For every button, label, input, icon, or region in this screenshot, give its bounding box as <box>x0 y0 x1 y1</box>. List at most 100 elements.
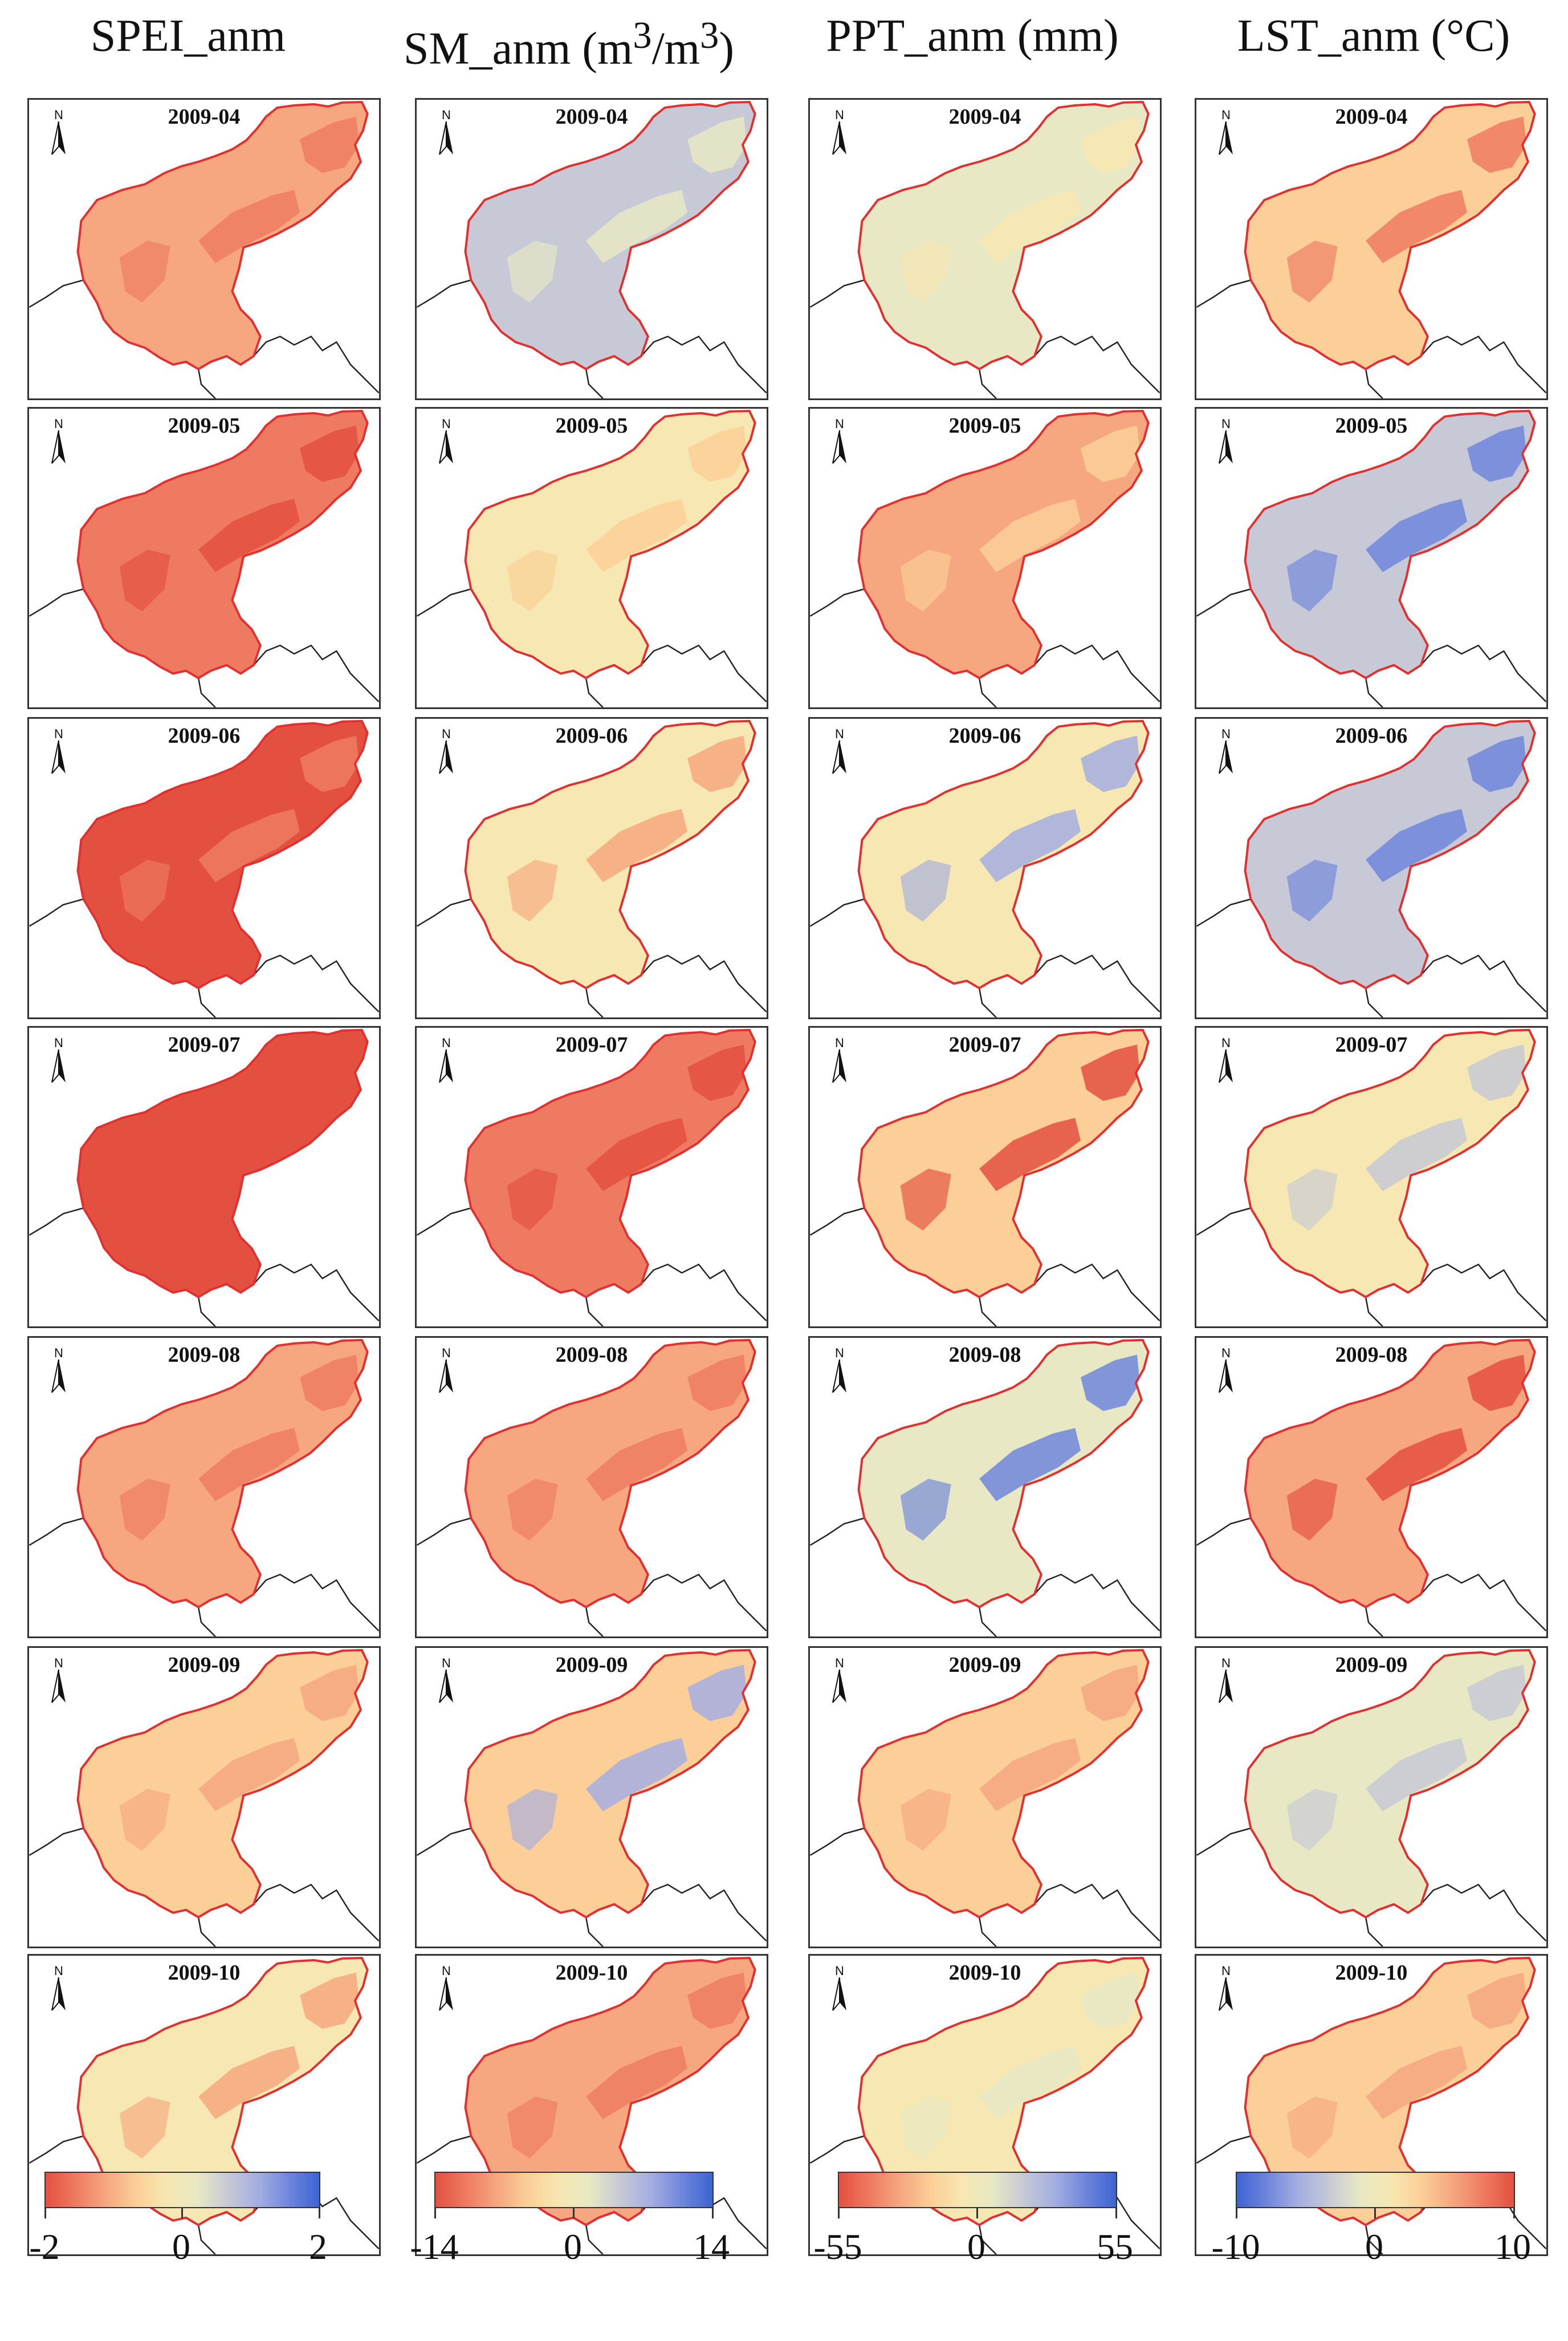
north-label: N <box>835 1964 844 1978</box>
north-label: N <box>442 108 451 122</box>
map-panel: N 2009-05 <box>1195 407 1548 709</box>
anomaly-patch <box>1081 425 1140 482</box>
panel-date: 2009-09 <box>948 1653 1021 1677</box>
neighbor-boundary <box>1196 1517 1251 1546</box>
neighbor-boundary <box>1196 898 1251 927</box>
panel-date: 2009-10 <box>1335 1961 1408 1985</box>
anomaly-patch <box>300 1664 359 1721</box>
neighbor-boundary <box>585 1607 604 1636</box>
north-label: N <box>1221 417 1231 431</box>
anomaly-patch <box>1467 1354 1526 1411</box>
panel-date: 2009-10 <box>168 1961 241 1985</box>
neighbor-boundary <box>417 279 471 308</box>
neighbor-boundary <box>585 369 604 398</box>
anomaly-patch <box>198 809 300 882</box>
province-outline <box>464 1028 756 1298</box>
north-arrow-icon: N <box>434 1346 459 1396</box>
neighbor-boundary <box>29 1827 84 1856</box>
north-arrow-icon: N <box>827 1346 852 1396</box>
anomaly-patch <box>687 425 747 482</box>
north-label: N <box>835 1346 844 1360</box>
province-map <box>810 719 1160 1017</box>
anomaly-patch <box>1467 116 1526 173</box>
north-label: N <box>1221 1346 1231 1360</box>
north-arrow-icon: N <box>434 1964 459 2014</box>
neighbor-boundary <box>1196 2135 1251 2164</box>
neighbor-boundary <box>641 1263 767 1321</box>
panel-date: 2009-07 <box>948 1033 1021 1057</box>
anomaly-patch <box>1081 116 1140 173</box>
panel-date: 2009-09 <box>1335 1653 1408 1677</box>
province-map <box>29 1648 379 1947</box>
panel-date: 2009-05 <box>555 414 628 438</box>
anomaly-patch <box>300 1972 359 2029</box>
neighbor-boundary <box>585 1297 604 1326</box>
neighbor-boundary <box>1365 2225 1383 2254</box>
province-outline <box>857 409 1150 679</box>
panel-date: 2009-07 <box>1335 1033 1408 1057</box>
north-arrow-icon: N <box>827 1656 852 1706</box>
neighbor-boundary <box>1365 369 1383 398</box>
neighbor-boundary <box>1420 1573 1546 1631</box>
map-panel: N 2009-07 <box>27 1026 381 1328</box>
colorbar-tick <box>434 2208 436 2218</box>
neighbor-boundary <box>1365 1607 1383 1636</box>
province-outline <box>464 1956 756 2226</box>
colorbar-spei-min: -2 <box>29 2226 60 2267</box>
anomaly-patch <box>119 2096 170 2159</box>
anomaly-patch <box>979 2046 1081 2119</box>
anomaly-patch <box>1366 1428 1468 1501</box>
province-map <box>1196 409 1546 707</box>
neighbor-boundary <box>641 1883 767 1941</box>
province-map <box>810 1028 1160 1326</box>
province-map <box>29 719 379 1017</box>
province-map <box>1196 1648 1546 1947</box>
colorbar-ppt-max: 55 <box>1097 2226 1133 2267</box>
panel-date: 2009-09 <box>555 1653 628 1677</box>
neighbor-boundary <box>585 678 604 707</box>
anomaly-patch <box>1366 499 1468 572</box>
neighbor-boundary <box>1196 1207 1251 1236</box>
province-map <box>810 1338 1160 1636</box>
anomaly-patch <box>507 2096 558 2159</box>
panel-date: 2009-09 <box>168 1653 241 1677</box>
colorbar-tick <box>1115 2208 1117 2218</box>
neighbor-boundary <box>1196 1827 1251 1856</box>
anomaly-patch <box>900 860 951 922</box>
map-panel: N 2009-07 <box>808 1026 1162 1328</box>
neighbor-boundary <box>253 1263 379 1321</box>
province-map <box>810 100 1160 398</box>
neighbor-boundary <box>810 898 865 927</box>
province-map <box>810 409 1160 707</box>
neighbor-boundary <box>197 1607 216 1636</box>
neighbor-boundary <box>197 988 216 1017</box>
anomaly-patch <box>586 499 688 572</box>
province-outline <box>1244 1338 1536 1609</box>
north-label: N <box>1221 1656 1231 1670</box>
anomaly-patch <box>1081 1972 1140 2029</box>
neighbor-boundary <box>585 988 604 1017</box>
province-outline <box>1244 719 1536 990</box>
colorbar-tick <box>1513 2208 1515 2218</box>
anomaly-patch <box>507 1479 558 1541</box>
neighbor-boundary <box>1420 1263 1546 1321</box>
neighbor-boundary <box>197 2225 216 2254</box>
anomaly-patch <box>507 860 558 922</box>
anomaly-patch <box>900 549 951 612</box>
colorbar-tick <box>44 2208 46 2218</box>
anomaly-patch <box>507 1789 558 1851</box>
anomaly-patch <box>586 190 688 263</box>
panel-date: 2009-07 <box>168 1033 241 1057</box>
province-outline <box>857 1028 1150 1298</box>
province-outline <box>464 719 756 990</box>
neighbor-boundary <box>417 1827 471 1856</box>
province-map <box>417 100 767 398</box>
province-map <box>29 409 379 707</box>
anomaly-patch <box>198 1428 300 1501</box>
anomaly-patch <box>507 1169 558 1231</box>
anomaly-patch <box>198 2046 300 2119</box>
colorbar-sm-mid: 0 <box>564 2226 582 2267</box>
colorbar-lst-min: -10 <box>1211 2226 1260 2267</box>
panel-date: 2009-05 <box>948 414 1021 438</box>
north-arrow-icon: N <box>46 1346 71 1396</box>
